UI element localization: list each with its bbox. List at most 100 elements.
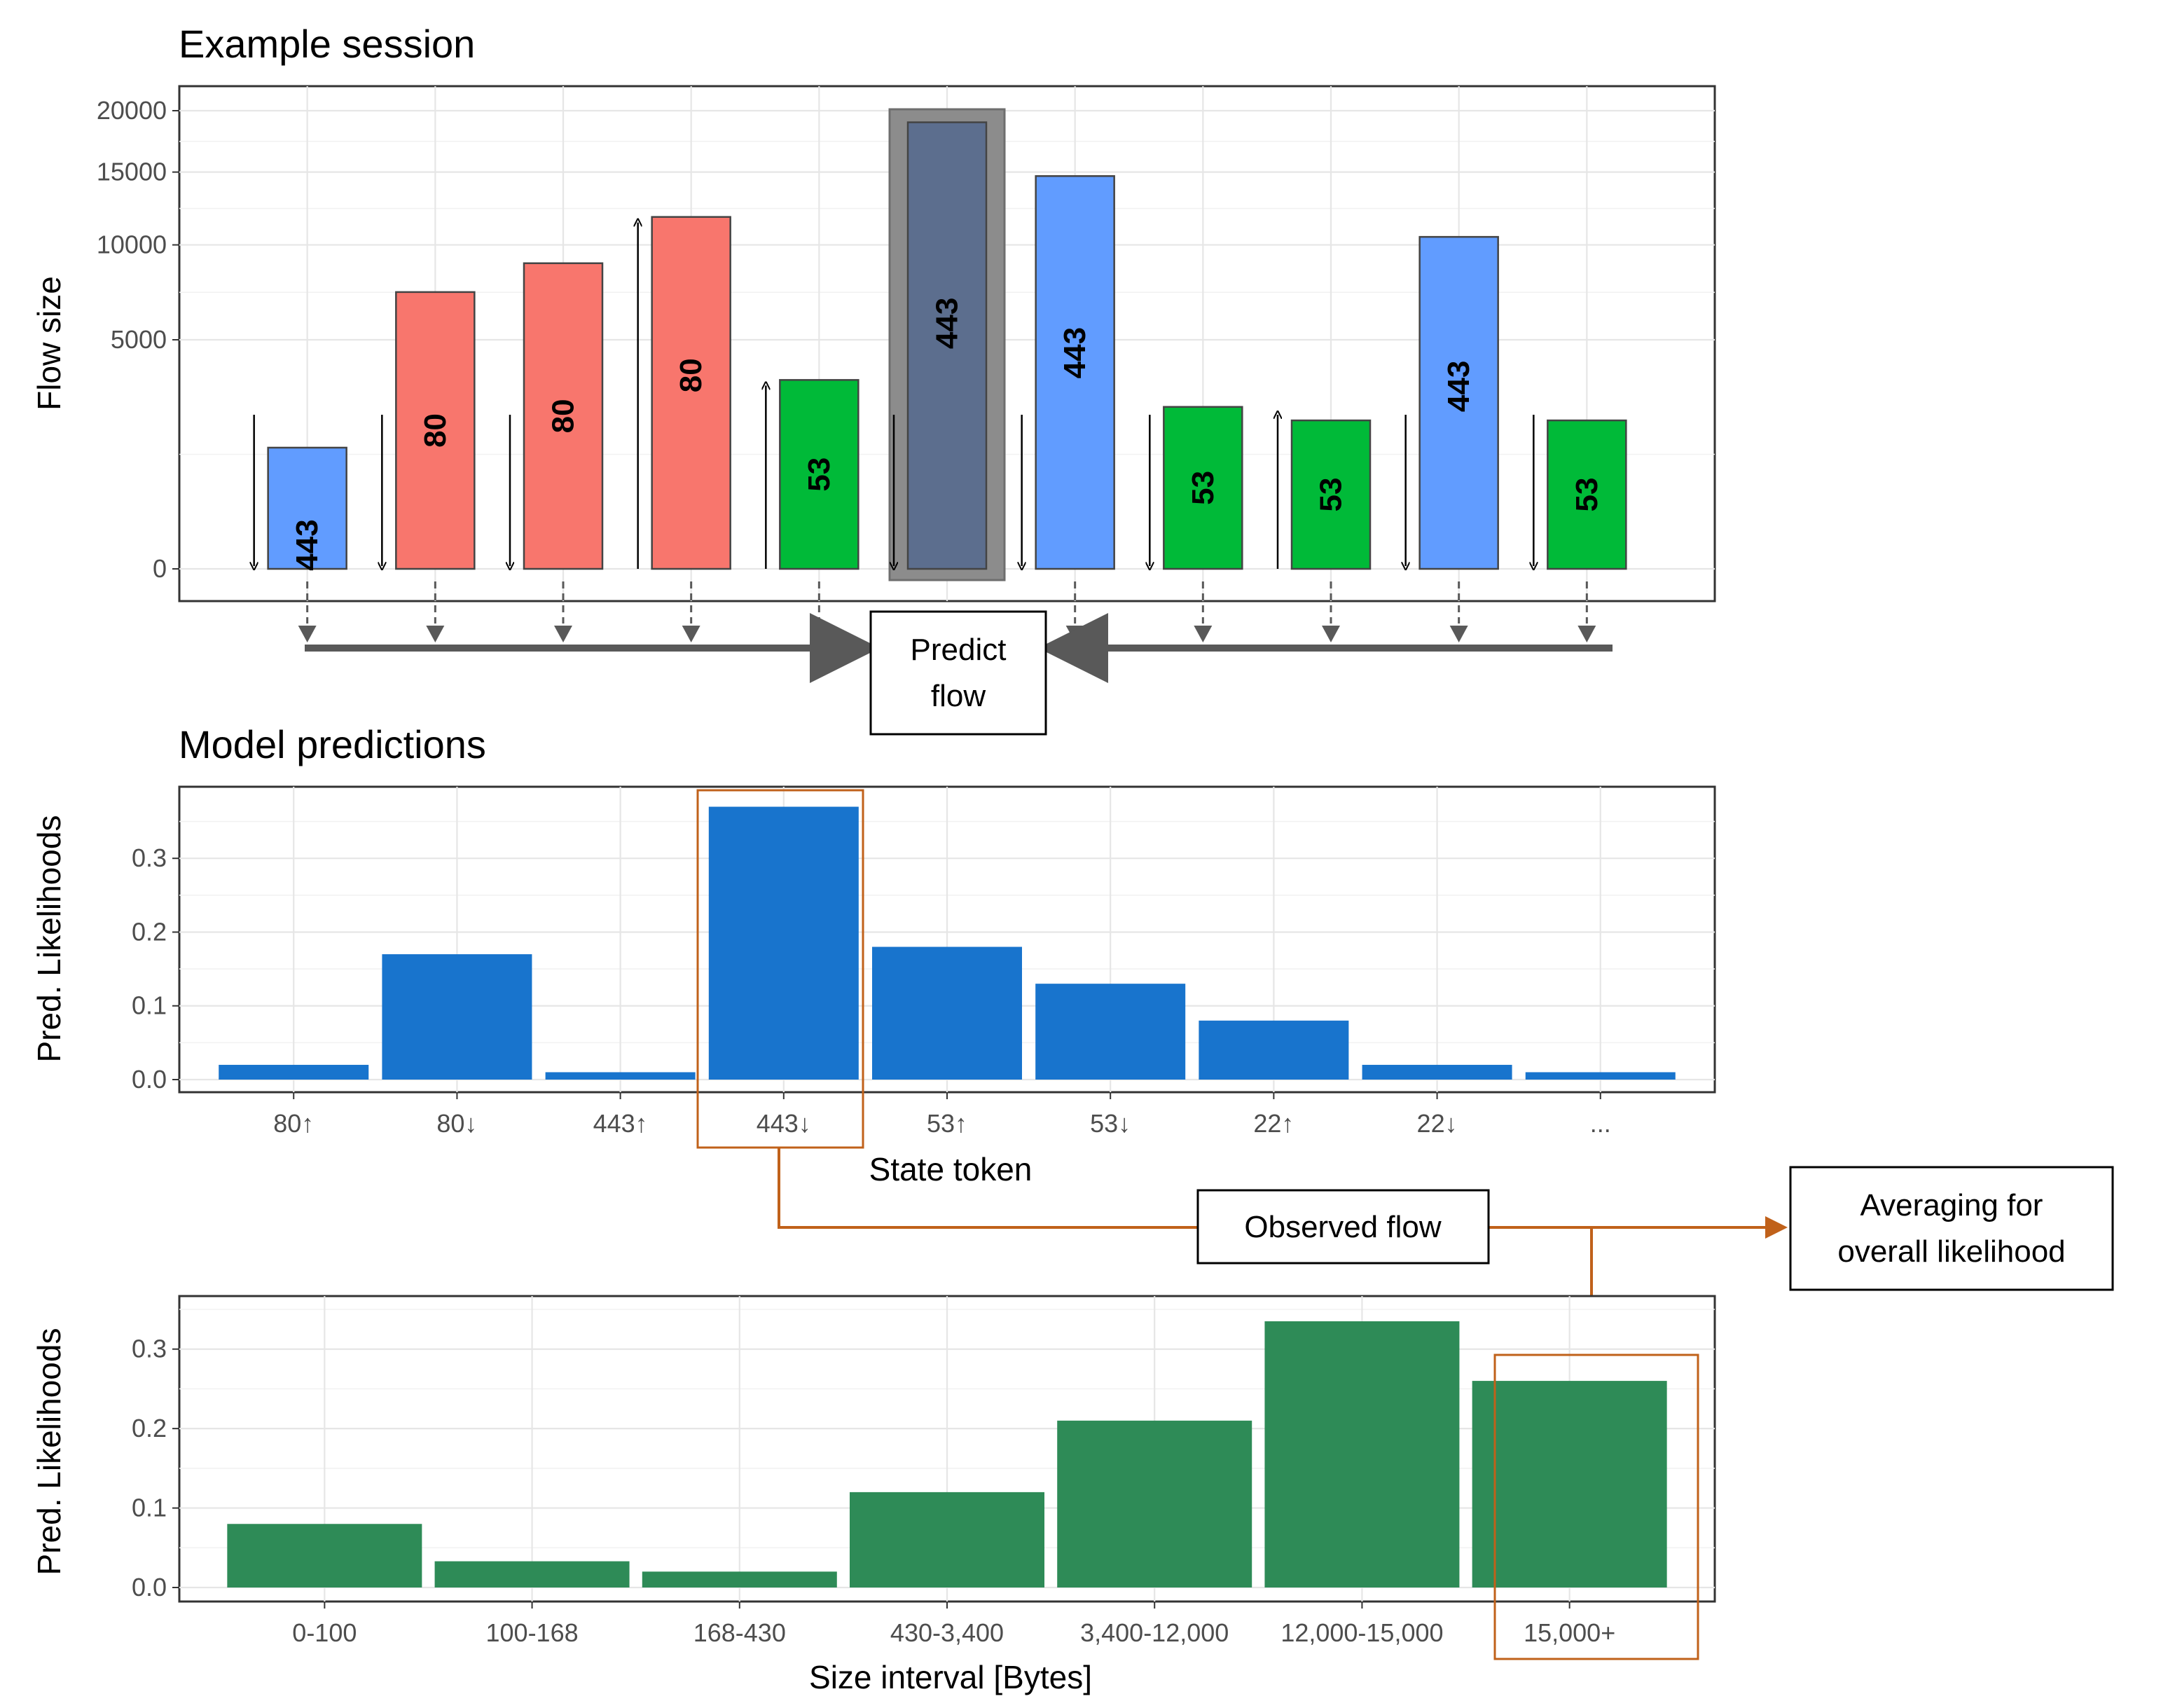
state-token-y-axis: 0.0 0.1 0.2 0.3 — [132, 843, 179, 1094]
y-tick-label: 5000 — [111, 325, 167, 354]
observed-flow-connector-left — [778, 1148, 1198, 1229]
size-interval-category-label: 15,000+ — [1524, 1618, 1615, 1647]
flow-port-label: 80 — [674, 358, 708, 392]
y-tick-label: 0 — [153, 554, 167, 583]
flow-port-label: 80 — [418, 413, 453, 448]
size-interval-bar — [642, 1571, 837, 1588]
size-interval-category-label: 168-430 — [693, 1618, 786, 1647]
flow-bar — [523, 262, 604, 570]
y-tick-label: 0.3 — [132, 843, 167, 872]
observed-flow-connectors: Observed flow Averaging for overall likel… — [778, 1148, 2114, 1353]
size-interval-likelihood-axis-title: Pred. Likelihoods — [31, 1328, 67, 1576]
state-token-bar — [1525, 1072, 1676, 1080]
state-token-bar — [872, 946, 1022, 1080]
predict-flow-label: Predict flow — [911, 633, 1007, 713]
size-interval-bars — [227, 1321, 1667, 1588]
flow-bar — [1290, 419, 1372, 570]
size-interval-category-label: 100-168 — [486, 1618, 579, 1647]
observed-flow-box — [1196, 1189, 1490, 1265]
size-interval-axis-title: Size interval [Bytes] — [809, 1659, 1092, 1695]
size-interval-category-label: 12,000-15,000 — [1280, 1618, 1443, 1647]
averaging-box — [1789, 1166, 2114, 1291]
drop-arrowhead — [1194, 626, 1213, 642]
averaging-line: Averaging for — [1860, 1188, 2043, 1223]
drop-arrowhead — [1065, 626, 1084, 642]
state-token-axis-title: State token — [869, 1151, 1033, 1187]
size-interval-category-label: 0-100 — [292, 1618, 357, 1647]
flow-bar — [267, 446, 347, 570]
state-token-category-label: 53↑ — [927, 1109, 967, 1138]
flow-bar — [1163, 406, 1243, 570]
state-token-bar — [708, 806, 859, 1080]
flow-bar — [779, 379, 859, 570]
size-interval-panel: 0.0 0.1 0.2 0.3 0-100 100-168 168-430 430-3,40… — [31, 1295, 1716, 1695]
state-token-bar — [382, 954, 532, 1080]
observed-size-interval-highlight — [1493, 1354, 1699, 1660]
y-tick-label: 0.0 — [132, 1573, 167, 1602]
state-token-panel: Model predictions 0.0 0.1 0.2 0.3 80↑ 80↓ 443… — [31, 722, 1716, 1187]
flow-port-label: 53 — [1314, 478, 1348, 512]
size-interval-bar — [850, 1492, 1044, 1588]
flow-port-label: 80 — [546, 399, 581, 433]
state-token-category-label: 80↓ — [436, 1109, 477, 1138]
state-token-bar — [219, 1064, 369, 1080]
flow-port-label: 53 — [1570, 478, 1604, 512]
flow-bar — [651, 216, 731, 570]
averaging-line: overall likelihood — [1837, 1234, 2065, 1269]
flow-port-label: 443 — [1058, 327, 1092, 378]
flow-bar — [395, 291, 476, 570]
state-token-bars — [219, 806, 1676, 1080]
size-interval-y-axis: 0.0 0.1 0.2 0.3 — [132, 1335, 179, 1602]
size-interval-bar — [1057, 1420, 1252, 1588]
drop-arrowhead — [298, 626, 317, 642]
y-tick-label: 0.0 — [132, 1065, 167, 1094]
state-token-bar — [545, 1072, 696, 1080]
example-session-y-axis: 0 5000 10000 15000 20000 — [97, 96, 179, 583]
flow-port-label: 443 — [1442, 361, 1476, 412]
y-tick-label: 0.2 — [132, 917, 167, 946]
y-tick-label: 15000 — [97, 158, 167, 186]
size-interval-x-axis: 0-100 100-168 168-430 430-3,400 3,400-12,000… — [292, 1602, 1615, 1647]
state-token-category-label: ... — [1590, 1109, 1611, 1138]
y-tick-label: 0.1 — [132, 1494, 167, 1522]
drop-arrowhead — [554, 626, 572, 642]
size-interval-bar — [434, 1561, 630, 1588]
drop-arrowhead — [1449, 626, 1468, 642]
flow-bar — [1035, 175, 1115, 570]
state-token-x-axis: 80↑ 80↓ 443↑ 443↓ 53↑ 53↓ 22↑ 22↓... — [273, 1092, 1611, 1138]
example-session-bars: 443 80 80 80 53 443 443 53 53 443 53 — [254, 108, 1627, 581]
predict-flow-line: flow — [931, 679, 986, 713]
observed-flow-label: Observed flow — [1244, 1210, 1441, 1244]
state-token-bar — [1362, 1064, 1512, 1080]
state-token-category-label: 443↓ — [757, 1109, 811, 1138]
y-tick-label: 0.3 — [132, 1335, 167, 1363]
y-tick-label: 20000 — [97, 96, 167, 125]
size-interval-bar — [1264, 1321, 1460, 1588]
model-predictions-title: Model predictions — [179, 722, 486, 766]
predict-flow-box — [869, 610, 1047, 736]
flow-bar — [906, 121, 988, 570]
flow-bar — [1547, 419, 1627, 570]
y-tick-label: 0.1 — [132, 991, 167, 1020]
flow-port-label: 443 — [930, 298, 965, 349]
y-tick-label: 10000 — [97, 230, 167, 259]
prediction-context-arrows: Predict flow — [298, 581, 1613, 736]
flow-bar — [1418, 235, 1499, 570]
drop-arrowhead — [1577, 626, 1596, 642]
example-session-panel: Example session 0 5000 10000 15000 20000 Flo… — [31, 22, 1716, 602]
flow-port-label: 443 — [290, 519, 324, 570]
size-interval-category-label: 3,400-12,000 — [1080, 1618, 1229, 1647]
drop-arrowhead — [810, 626, 829, 642]
state-token-category-label: 22↑ — [1253, 1109, 1294, 1138]
example-session-title: Example session — [179, 22, 475, 66]
state-token-bar — [1199, 1020, 1349, 1080]
drop-arrowhead — [1322, 626, 1340, 642]
averaging-label: Averaging for overall likelihood — [1837, 1188, 2065, 1269]
y-tick-label: 0.2 — [132, 1414, 167, 1442]
state-token-category-label: 443↑ — [593, 1109, 648, 1138]
state-token-category-label: 80↑ — [273, 1109, 314, 1138]
state-token-bar — [1035, 984, 1186, 1080]
size-interval-bar — [227, 1524, 422, 1588]
predict-flow-line: Predict — [911, 633, 1007, 667]
